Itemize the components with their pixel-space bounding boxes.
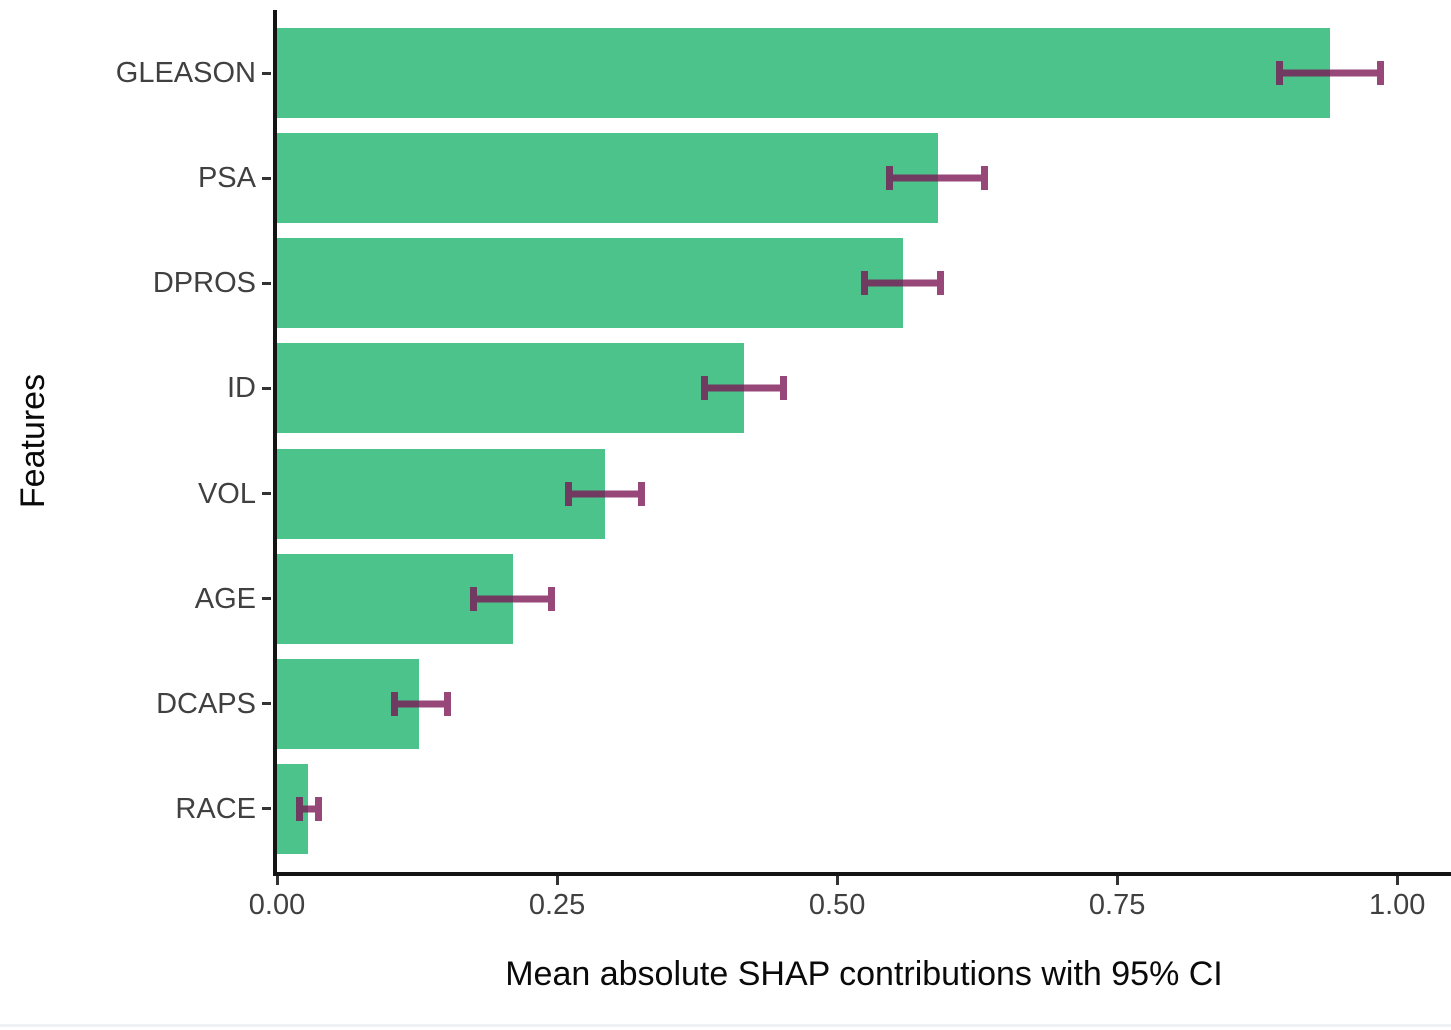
error-bar-vol — [564, 481, 645, 506]
error-bar-race — [295, 796, 322, 821]
bar-id — [277, 343, 745, 434]
y-axis-label-age: AGE — [194, 582, 256, 615]
y-tick-id — [262, 386, 271, 390]
x-axis-line — [273, 872, 1451, 876]
y-axis-label-vol: VOL — [197, 477, 256, 510]
error-bar-dcaps — [391, 691, 451, 716]
window-bottom-edge — [0, 1024, 1451, 1027]
error-bar-dpros — [860, 271, 944, 296]
bar-gleason — [277, 28, 1330, 119]
y-tick-gleason — [262, 71, 271, 75]
y-tick-vol — [262, 492, 271, 496]
x-tick-label-0.25: 0.25 — [528, 889, 586, 921]
x-tick-label-0.50: 0.50 — [808, 889, 866, 921]
y-tick-race — [262, 807, 271, 811]
x-tick-0.50 — [835, 876, 839, 885]
y-tick-dcaps — [262, 702, 271, 706]
y-tick-age — [262, 597, 271, 601]
y-axis-label-dpros: DPROS — [152, 267, 256, 300]
y-axis-title: Features — [14, 373, 52, 509]
bar-dpros — [277, 238, 904, 329]
x-tick-0.25 — [555, 876, 559, 885]
bar-psa — [277, 133, 938, 224]
y-tick-dpros — [262, 281, 271, 285]
plot-panel: GLEASON PSA DPROS ID VOL AGE DCAPS RACE 0.00 0.25… — [116, 10, 1451, 921]
error-bar-gleason — [1276, 61, 1384, 86]
y-axis-line — [273, 10, 277, 876]
x-tick-0.75 — [1115, 876, 1119, 885]
x-tick-label-1.00: 1.00 — [1368, 889, 1426, 921]
y-axis-label-gleason: GLEASON — [115, 57, 256, 90]
y-tick-psa — [262, 176, 271, 180]
error-bar-id — [701, 376, 787, 401]
y-axis-label-race: RACE — [175, 792, 256, 825]
x-axis-title: Mean absolute SHAP contributions with 95… — [505, 955, 1223, 993]
y-axis-label-dcaps: DCAPS — [156, 687, 256, 720]
x-tick-label-0.00: 0.00 — [248, 889, 306, 921]
x-tick-label-0.75: 0.75 — [1088, 889, 1146, 921]
error-bar-age — [469, 586, 555, 611]
y-axis-label-psa: PSA — [197, 162, 256, 195]
y-axis-label-id: ID — [227, 372, 256, 405]
error-bar-psa — [886, 166, 989, 191]
x-tick-0.00 — [275, 876, 279, 885]
x-tick-1.00 — [1395, 876, 1399, 885]
bar-vol — [277, 448, 606, 539]
